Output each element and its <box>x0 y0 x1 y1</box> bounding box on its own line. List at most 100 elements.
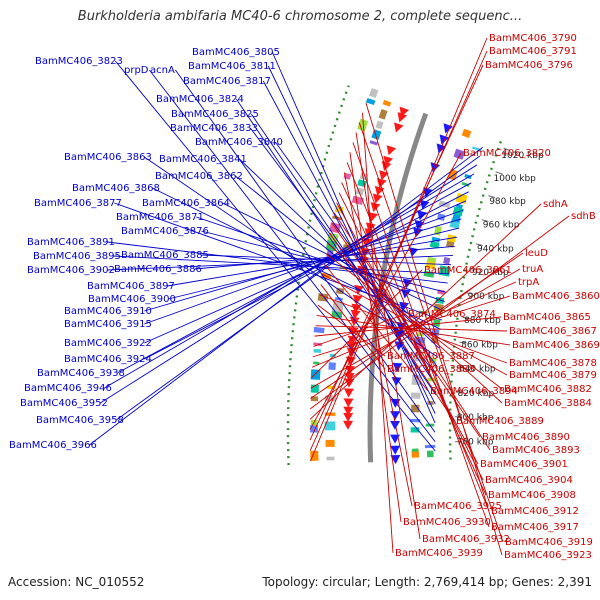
feature-leader-line <box>336 202 479 465</box>
reverse-cds-arrow <box>343 406 354 416</box>
reverse-feature-label: sdhB <box>571 211 596 222</box>
feature-leader-line <box>320 284 386 370</box>
annotation-block <box>343 172 352 180</box>
reverse-feature-label: BamMC406_3882 <box>504 384 592 395</box>
feature-leader-line <box>316 314 511 346</box>
reverse-cds-arrow <box>344 372 355 382</box>
annotation-block <box>432 318 441 327</box>
gc-dotted-ring-inner <box>448 140 503 460</box>
reverse-feature-label: BamMC406_3901 <box>480 459 568 470</box>
reverse-cds-arrow <box>343 420 354 430</box>
reverse-cds-arrow <box>399 106 410 117</box>
forward-feature-label: acnA <box>150 65 175 76</box>
ruler-tick-label: 1000 kbp <box>493 174 536 184</box>
feature-leader-line <box>325 253 503 390</box>
ruler-tick <box>466 292 474 295</box>
annotation-block <box>433 225 442 236</box>
forward-feature-label: BamMC406_3811 <box>188 61 276 72</box>
reverse-feature-label: BamMC406_3791 <box>489 46 577 57</box>
feature-leader-line <box>271 51 436 424</box>
annotation-block <box>438 265 451 277</box>
feature-leader-line <box>144 209 464 325</box>
forward-feature-label: BamMC406_3841 <box>159 154 247 165</box>
reverse-cds-arrow <box>372 193 383 204</box>
annotation-block <box>375 120 384 130</box>
ruler-tick-label: 980 kbp <box>489 197 526 207</box>
reverse-feature-label: BamMC406_3887 <box>387 351 475 362</box>
forward-feature-label: BamMC406_3863 <box>64 152 152 163</box>
annotation-block <box>461 128 472 138</box>
forward-feature-label: BamMC406_3877 <box>34 198 122 209</box>
forward-feature-label: BamMC406_3876 <box>121 226 209 237</box>
annotation-block <box>429 240 440 249</box>
annotation-block <box>357 118 369 132</box>
ruler-tick-label: 960 kbp <box>483 221 520 231</box>
reverse-feature-label: BamMC406_3908 <box>488 490 576 501</box>
forward-feature-label: BamMC406_3886 <box>114 264 202 275</box>
forward-feature-label: BamMC406_3817 <box>183 76 271 87</box>
reverse-feature-label: BamMC406_3874 <box>408 309 496 320</box>
feature-leader-line <box>338 192 484 481</box>
forward-feature-label: BamMC406_3871 <box>116 212 204 223</box>
reverse-feature-label: BamMC406_3930 <box>403 517 491 528</box>
forward-feature-label: BamMC406_3862 <box>155 171 243 182</box>
annotation-block <box>443 256 451 265</box>
feature-leader-line <box>144 191 469 360</box>
feature-leader-line <box>327 243 503 404</box>
forward-feature-label: BamMC406_3805 <box>192 47 280 58</box>
ruler-tick-label: 920 kbp <box>472 268 509 278</box>
annotation-block <box>357 179 367 188</box>
feature-leader-line <box>89 146 484 446</box>
forward-feature-label: BamMC406_3900 <box>88 294 176 305</box>
feature-leader-line <box>113 255 450 275</box>
accession-text: Accession: NC_010552 <box>8 575 145 589</box>
reverse-feature-label: BamMC406_3790 <box>489 33 577 44</box>
feature-leader-line <box>346 162 490 512</box>
forward-cds-arrow <box>419 199 430 210</box>
reverse-feature-label: BamMC406_3923 <box>504 550 592 561</box>
ruler-tick-label: 820 kbp <box>458 389 495 399</box>
topology-text: Topology: circular; Length: 2,769,414 bp… <box>262 575 592 589</box>
ruler-tick-label: 1020 kbp <box>501 151 544 161</box>
ruler-tick-label: 900 kbp <box>468 292 505 302</box>
feature-leader-line <box>309 215 570 410</box>
forward-feature-label: BamMC406_3824 <box>156 94 244 105</box>
annotation-block <box>378 109 388 120</box>
ruler-tick <box>475 243 483 246</box>
annotation-block <box>328 362 336 371</box>
reverse-feature-label: sdhA <box>543 199 568 210</box>
feature-leader-line <box>144 156 439 358</box>
feature-leader-line <box>317 304 386 357</box>
feature-leader-line <box>322 273 508 376</box>
forward-feature-label: BamMC406_3840 <box>195 137 283 148</box>
ruler-tick <box>488 195 496 199</box>
reverse-feature-label: BamMC406_3796 <box>485 60 573 71</box>
reverse-cds-arrow <box>357 265 368 276</box>
annotation-block <box>369 87 379 98</box>
forward-cds-arrow <box>390 411 401 421</box>
reverse-feature-label: BamMC406_3904 <box>485 475 573 486</box>
reverse-feature-label: BamMC406_3932 <box>422 534 510 545</box>
annotation-block <box>431 236 441 243</box>
forward-feature-label: BamMC406_3885 <box>121 250 209 261</box>
reverse-feature-label: BamMC406_3820 <box>463 148 551 159</box>
forward-feature-label: BamMC406_3825 <box>171 109 259 120</box>
page-title: Burkholderia ambifaria MC40-6 chromosome… <box>77 9 523 24</box>
feature-leader-line <box>352 142 490 528</box>
feature-leader-line <box>149 69 436 442</box>
feature-leader-line <box>100 164 478 404</box>
annotation-block <box>313 326 325 334</box>
feature-leader-line <box>309 50 488 451</box>
reverse-feature-label: BamMC406_3919 <box>505 537 593 548</box>
forward-feature-label: BamMC406_3924 <box>64 354 152 365</box>
annotation-block <box>317 293 329 302</box>
annotation-block <box>436 213 446 221</box>
forward-feature-label: BamMC406_3833 <box>170 123 258 134</box>
forward-feature-label: BamMC406_3910 <box>64 306 152 317</box>
reverse-cds-arrow <box>343 398 354 408</box>
reverse-cds-arrow <box>343 412 354 422</box>
forward-feature-label: BamMC406_3952 <box>20 398 108 409</box>
reverse-feature-label: BamMC406_3889 <box>456 416 544 427</box>
reverse-cds-arrow <box>394 122 404 133</box>
forward-cds-arrow <box>390 420 401 430</box>
